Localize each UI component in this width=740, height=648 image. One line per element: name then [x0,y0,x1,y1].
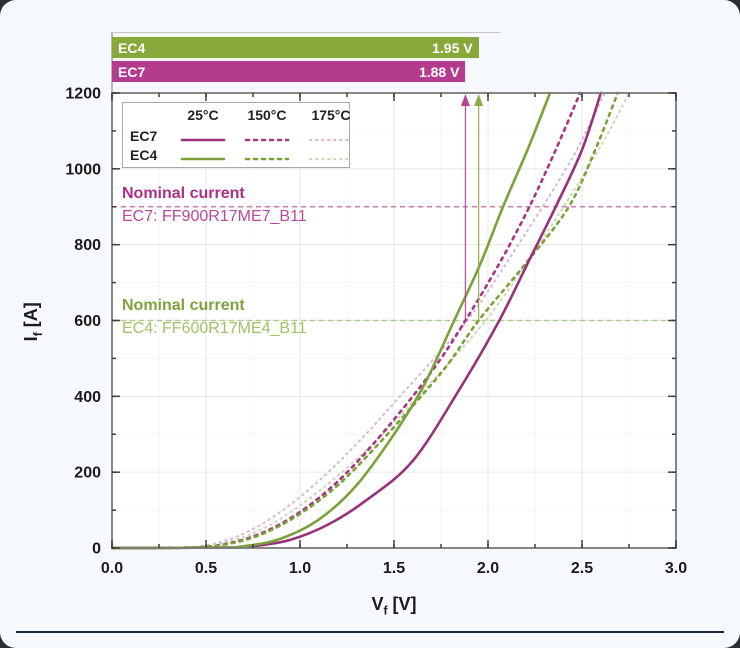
svg-text:400: 400 [74,389,101,406]
svg-text:1000: 1000 [65,161,101,178]
nominal-current-ec7-title: Nominal current [122,185,245,202]
bottom-divider [16,631,724,633]
legend: 25°C 150°C 175°C EC7 EC4 [122,102,353,168]
ec7-voltage-bar: EC7 1.88 V [112,61,466,82]
legend-header-175c: 175°C [311,107,351,123]
svg-text:0.0: 0.0 [101,560,123,577]
svg-text:800: 800 [74,237,101,254]
curve-EC4 150°C [111,91,619,550]
ec7-bar-label: EC7 [118,63,146,80]
curves [111,91,630,550]
svg-text:1.5: 1.5 [383,560,405,577]
ec4-bar-value: 1.95 V [432,39,473,56]
x-axis-title: Vf [V] [371,594,417,618]
legend-header-150c: 150°C [247,107,287,123]
legend-row-ec4: EC4 [130,147,158,163]
svg-text:600: 600 [74,313,101,330]
axis-ticks [111,92,677,549]
nominal-current-ec4-part: EC4: FF600R17ME4_B11 [122,320,307,337]
svg-text:3.0: 3.0 [665,560,687,577]
svg-text:2.5: 2.5 [571,560,593,577]
legend-sample-ec7-25c [180,132,226,142]
svg-text:0: 0 [92,541,101,558]
svg-text:1.0: 1.0 [289,560,311,577]
svg-text:0.5: 0.5 [195,560,217,577]
svg-text:1200: 1200 [65,86,101,103]
curve-EC4 25°C [111,91,552,550]
ec7-bar-value: 1.88 V [418,63,460,80]
tick-labels: 0 200 400 600 800 1000 1200 0.0 0.5 1.0 1.5 2.0 2.5 3… [65,86,687,578]
legend-sample-ec4-25c [180,151,226,161]
legend-sample-ec7-150c [244,132,290,142]
y-axis-title: If [A] [21,302,45,342]
nominal-current-lines [112,206,676,322]
legend-sample-ec4-175c [308,151,354,161]
vf-markers [460,94,484,321]
nominal-current-ec7-annotation: Nominal current EC7: FF900R17ME7_B11 [122,186,307,225]
curve-EC7 175°C [111,92,606,550]
legend-sample-ec7-175c [308,132,354,142]
svg-text:2.0: 2.0 [477,560,499,577]
nominal-current-ec4-title: Nominal current [122,297,245,314]
legend-sample-ec4-150c [244,151,290,161]
nominal-current-ec7-part: EC7: FF900R17ME7_B11 [122,208,307,225]
ec4-bar-label: EC4 [118,39,146,56]
svg-text:200: 200 [74,465,101,482]
legend-row-ec7: EC7 [130,128,158,144]
nominal-current-ec4-annotation: Nominal current EC4: FF600R17ME4_B11 [122,298,307,337]
legend-header-25c: 25°C [187,107,219,123]
ec4-voltage-bar: EC4 1.95 V [112,37,479,58]
